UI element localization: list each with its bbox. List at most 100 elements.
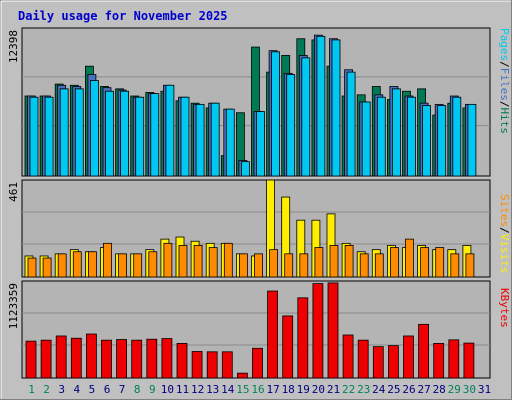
bar-sites-day-1 (27, 257, 37, 278)
bar-sites-day-21 (329, 245, 339, 278)
bar-pages-day-24 (376, 96, 386, 177)
bar-pages-day-26 (407, 96, 416, 177)
bar-kbytes-day-14 (221, 351, 233, 379)
bar-sites-day-27 (420, 247, 430, 278)
bar-pages-day-29 (452, 96, 462, 177)
bar-sites-day-10 (163, 242, 173, 278)
legend-top: Pages/Files/Hits (498, 28, 511, 134)
panel-middle: 461 Sites/Visits (7, 179, 511, 278)
day-label-31: 31 (478, 383, 491, 396)
legend-entry: / (498, 61, 511, 68)
bar-kbytes-day-27 (418, 323, 430, 379)
legend-entry: / (498, 227, 511, 234)
bar-kbytes-day-5 (86, 333, 97, 379)
bar-sites-day-17 (269, 249, 279, 278)
bar-sites-day-11 (178, 245, 188, 278)
bar-sites-day-24 (374, 253, 384, 278)
bar-pages-day-3 (59, 88, 69, 177)
bar-pages-day-6 (105, 90, 114, 177)
bar-pages-day-14 (225, 108, 235, 177)
bar-kbytes-day-8 (131, 339, 143, 379)
bar-pages-day-5 (90, 80, 99, 177)
bar-pages-day-10 (165, 84, 175, 177)
legend-middle: Sites/Visits (498, 194, 511, 274)
legend-bottom: KBytes (498, 288, 511, 328)
day-label-12: 12 (191, 383, 204, 396)
legend-entry: Pages (498, 28, 511, 61)
bar-pages-day-4 (74, 88, 84, 177)
bar-sites-day-25 (389, 247, 399, 278)
legend-entry: Sites (498, 194, 511, 227)
bar-pages-day-22 (346, 71, 356, 177)
bar-pages-day-18 (286, 74, 296, 177)
day-label-26: 26 (402, 383, 415, 396)
bar-kbytes-day-9 (146, 338, 158, 379)
bar-pages-day-25 (391, 88, 401, 177)
day-label-4: 4 (73, 383, 80, 396)
bar-kbytes-day-11 (176, 343, 188, 379)
bar-sites-day-2 (42, 257, 52, 278)
x-axis-labels: 1 2 3 4 5 6 7 8 9 10 11 12 13 14 15 16 17 18 19 20 21 22 23 24 2… (28, 383, 491, 396)
bar-kbytes-day-23 (357, 339, 369, 379)
day-label-30: 30 (463, 383, 476, 396)
day-label-27: 27 (417, 383, 430, 396)
bar-pages-day-2 (44, 96, 54, 177)
bar-sites-day-3 (57, 253, 67, 278)
legend-entry: Visits (498, 234, 511, 274)
bar-pages-day-8 (135, 96, 145, 177)
bar-pages-day-16 (256, 111, 265, 177)
bar-sites-day-30 (465, 253, 475, 278)
bar-pages-day-12 (195, 103, 205, 177)
bar-kbytes-day-7 (116, 339, 127, 379)
bar-pages-day-27 (422, 105, 432, 177)
bar-kbytes-day-30 (463, 342, 475, 379)
bar-kbytes-day-13 (206, 351, 218, 379)
bar-kbytes-day-19 (297, 297, 309, 379)
bar-sites-day-26 (405, 238, 414, 278)
bar-sites-day-20 (314, 247, 324, 278)
bar-kbytes-day-28 (433, 343, 445, 379)
bar-sites-day-6 (103, 242, 112, 278)
bar-pages-day-19 (301, 57, 311, 177)
day-label-19: 19 (297, 383, 310, 396)
bar-sites-day-15 (238, 253, 248, 278)
bar-sites-day-16 (254, 253, 263, 278)
day-label-20: 20 (312, 383, 325, 396)
bar-pages-day-15 (240, 161, 250, 177)
bar-kbytes-day-2 (40, 339, 52, 379)
bar-sites-day-28 (435, 247, 445, 278)
bar-kbytes-day-6 (101, 339, 112, 379)
day-label-13: 13 (206, 383, 219, 396)
bar-kbytes-day-17 (267, 290, 279, 379)
chart-title: Daily usage for November 2025 (18, 9, 228, 23)
bar-pages-day-7 (120, 90, 129, 177)
bar-kbytes-day-22 (342, 334, 354, 379)
max-value-label: 12398 (7, 30, 20, 63)
panel-bottom: 1123359 KBytes (7, 280, 511, 379)
day-label-29: 29 (448, 383, 461, 396)
bar-sites-day-18 (284, 253, 294, 278)
day-label-1: 1 (28, 383, 35, 396)
day-label-7: 7 (119, 383, 126, 396)
bar-kbytes-day-21 (327, 282, 339, 379)
bar-pages-day-1 (29, 96, 39, 177)
day-label-17: 17 (266, 383, 279, 396)
bar-kbytes-day-10 (161, 338, 173, 379)
bar-kbytes-day-1 (25, 340, 37, 379)
bar-kbytes-day-26 (403, 335, 414, 379)
chart-panels: 12398 Pages/Files/Hits461Sites/Visits1123… (7, 27, 511, 379)
bar-pages-day-17 (271, 51, 281, 177)
day-label-6: 6 (104, 383, 111, 396)
bar-kbytes-day-16 (252, 347, 263, 379)
legend-entry: Files (498, 68, 511, 101)
bar-kbytes-day-24 (372, 346, 384, 379)
max-value-label: 461 (7, 182, 20, 202)
day-label-18: 18 (282, 383, 295, 396)
day-label-15: 15 (236, 383, 249, 396)
bar-sites-day-9 (148, 251, 158, 278)
bar-sites-day-12 (193, 245, 203, 278)
bar-pages-day-23 (361, 101, 371, 177)
day-label-3: 3 (58, 383, 65, 396)
